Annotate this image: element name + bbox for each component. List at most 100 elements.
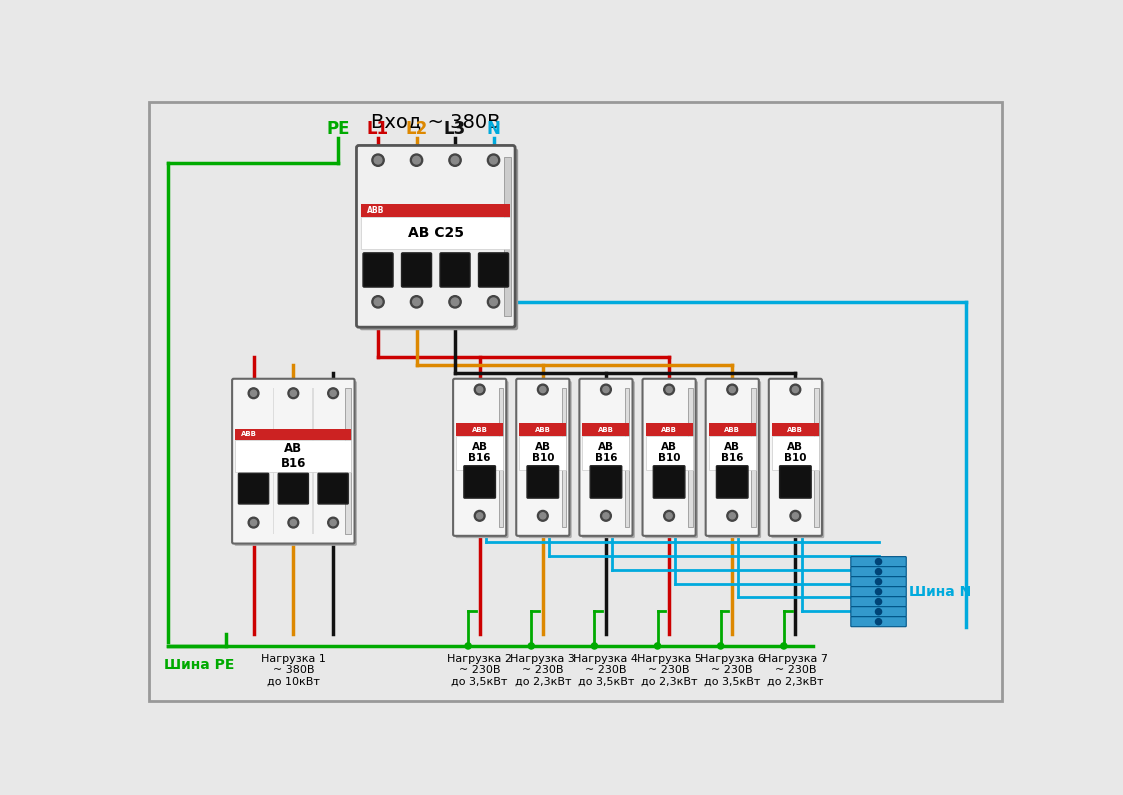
Circle shape [729, 386, 736, 393]
Circle shape [540, 513, 546, 519]
Circle shape [290, 519, 296, 525]
Circle shape [789, 510, 801, 522]
FancyBboxPatch shape [851, 587, 906, 597]
FancyBboxPatch shape [456, 381, 509, 538]
Bar [519, 424, 566, 436]
Bar [235, 440, 351, 472]
Circle shape [476, 513, 483, 519]
Circle shape [250, 390, 257, 397]
Text: Нагрузка 6
~ 230В
до 3,5кВт: Нагрузка 6 ~ 230В до 3,5кВт [700, 653, 765, 687]
Bar [503, 157, 511, 316]
Circle shape [248, 388, 259, 398]
Circle shape [540, 386, 546, 393]
Circle shape [290, 390, 296, 397]
Circle shape [729, 513, 736, 519]
FancyBboxPatch shape [232, 378, 355, 544]
Circle shape [538, 510, 548, 522]
Text: Вход ~ 380В: Вход ~ 380В [371, 112, 501, 131]
Circle shape [655, 643, 660, 649]
FancyBboxPatch shape [517, 378, 569, 536]
Text: ABB: ABB [599, 427, 614, 432]
Circle shape [330, 519, 336, 525]
Text: Шина РЕ: Шина РЕ [164, 658, 235, 673]
Text: АВ
В16: АВ В16 [595, 442, 618, 463]
Circle shape [718, 643, 723, 649]
Circle shape [727, 384, 738, 395]
Circle shape [487, 296, 500, 308]
FancyBboxPatch shape [235, 381, 357, 546]
Text: L1: L1 [367, 120, 389, 138]
FancyBboxPatch shape [356, 145, 515, 328]
Text: Нагрузка 7
~ 230В
до 2,3кВт: Нагрузка 7 ~ 230В до 2,3кВт [763, 653, 828, 687]
Circle shape [328, 518, 338, 528]
Circle shape [592, 643, 597, 649]
Circle shape [451, 157, 459, 164]
FancyBboxPatch shape [645, 381, 699, 538]
Circle shape [476, 386, 483, 393]
FancyBboxPatch shape [851, 617, 906, 626]
Text: ABB: ABB [535, 427, 550, 432]
FancyBboxPatch shape [769, 378, 822, 536]
Bar [646, 436, 693, 470]
Circle shape [876, 599, 882, 605]
FancyBboxPatch shape [579, 378, 632, 536]
FancyBboxPatch shape [453, 378, 506, 536]
Bar [235, 429, 351, 440]
Circle shape [789, 384, 801, 395]
Circle shape [474, 384, 485, 395]
Circle shape [793, 386, 798, 393]
FancyBboxPatch shape [705, 378, 759, 536]
Circle shape [412, 157, 420, 164]
Circle shape [876, 559, 882, 564]
Circle shape [449, 154, 462, 166]
FancyBboxPatch shape [851, 607, 906, 617]
Bar [751, 388, 756, 526]
Circle shape [664, 510, 675, 522]
Bar [772, 436, 819, 470]
FancyBboxPatch shape [363, 253, 393, 287]
Text: Нагрузка 2
~ 230В
до 3,5кВт: Нагрузка 2 ~ 230В до 3,5кВт [447, 653, 512, 687]
Bar [456, 424, 503, 436]
Circle shape [538, 384, 548, 395]
Text: АВ
В10: АВ В10 [658, 442, 681, 463]
Circle shape [603, 513, 609, 519]
Text: АВ
В16: АВ В16 [281, 442, 307, 471]
Circle shape [287, 388, 299, 398]
Circle shape [374, 298, 382, 306]
Text: ABB: ABB [787, 427, 803, 432]
Circle shape [780, 643, 787, 649]
FancyBboxPatch shape [464, 466, 495, 498]
Text: Нагрузка 3
~ 230В
до 2,3кВт: Нагрузка 3 ~ 230В до 2,3кВт [510, 653, 575, 687]
Text: L2: L2 [405, 120, 428, 138]
Circle shape [876, 619, 882, 625]
FancyBboxPatch shape [716, 466, 748, 498]
Circle shape [666, 513, 673, 519]
Text: Нагрузка 5
~ 230В
до 2,3кВт: Нагрузка 5 ~ 230В до 2,3кВт [637, 653, 702, 687]
Text: L3: L3 [444, 120, 466, 138]
Circle shape [330, 390, 336, 397]
FancyBboxPatch shape [478, 253, 509, 287]
Bar [312, 388, 314, 534]
Bar [362, 217, 511, 249]
Bar [583, 436, 629, 470]
Circle shape [876, 579, 882, 585]
FancyBboxPatch shape [238, 473, 268, 504]
Circle shape [372, 296, 384, 308]
Text: АВ
В16: АВ В16 [468, 442, 491, 463]
Text: ABB: ABB [661, 427, 677, 432]
Circle shape [410, 296, 422, 308]
Circle shape [490, 157, 497, 164]
Circle shape [287, 518, 299, 528]
Text: АВ
В10: АВ В10 [531, 442, 554, 463]
Text: PE: PE [327, 120, 349, 138]
Circle shape [490, 298, 497, 306]
Text: АВ С25: АВ С25 [408, 226, 464, 240]
Bar [456, 436, 503, 470]
FancyBboxPatch shape [279, 473, 309, 504]
Circle shape [449, 296, 462, 308]
Circle shape [465, 643, 472, 649]
FancyBboxPatch shape [582, 381, 634, 538]
FancyBboxPatch shape [851, 567, 906, 576]
FancyBboxPatch shape [851, 597, 906, 607]
Text: АВ
В16: АВ В16 [721, 442, 743, 463]
